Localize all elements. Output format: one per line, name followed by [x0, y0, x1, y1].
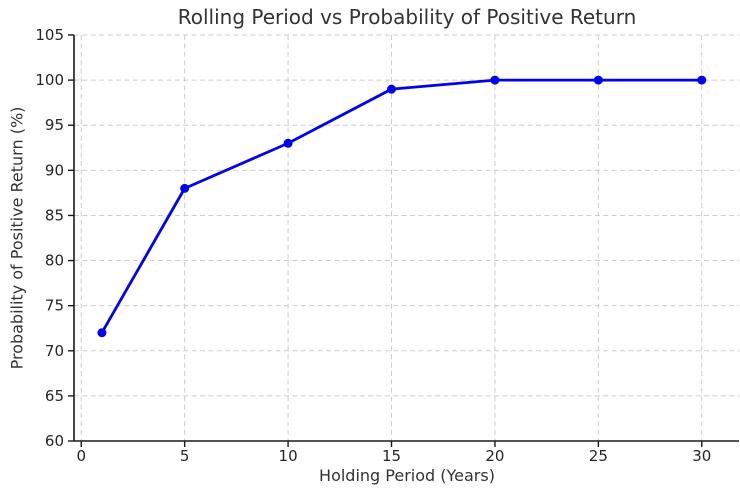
chart-title: Rolling Period vs Probability of Positiv…: [177, 5, 637, 29]
data-line: [100, 78, 704, 335]
y-tick-label: 70: [45, 342, 64, 360]
data-point: [490, 75, 500, 85]
y-tick-label: 65: [45, 387, 64, 405]
y-tick-label: 90: [45, 161, 64, 179]
y-tick-label: 75: [45, 297, 64, 315]
data-point: [283, 138, 293, 148]
data-point: [697, 75, 707, 85]
x-tick-label: 15: [382, 447, 401, 465]
x-axis-label: Holding Period (Years): [319, 466, 495, 485]
y-axis-label: Probability of Positive Return (%): [7, 106, 27, 370]
x-tick-label: 30: [692, 447, 711, 465]
x-tick-label: 10: [279, 447, 298, 465]
y-tick-label: 85: [45, 206, 64, 224]
data-point: [180, 183, 190, 193]
x-tick-label: 0: [76, 447, 86, 465]
y-tick-label: 60: [45, 432, 64, 450]
y-tick-label: 95: [45, 116, 64, 134]
x-tick-label: 5: [180, 447, 190, 465]
y-tick-label: 100: [35, 71, 64, 89]
x-tick-label: 25: [589, 447, 608, 465]
x-tick-label: 20: [485, 447, 504, 465]
y-tick-label: 105: [35, 26, 64, 44]
data-point: [387, 84, 397, 94]
y-tick-label: 80: [45, 252, 64, 270]
data-point: [593, 75, 603, 85]
data-point: [97, 328, 107, 338]
